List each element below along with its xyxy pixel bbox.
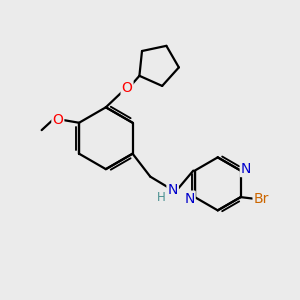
Text: O: O [122, 81, 133, 95]
Text: Br: Br [254, 193, 269, 206]
Text: O: O [52, 113, 63, 127]
Text: N: N [184, 192, 195, 206]
Text: H: H [157, 191, 166, 204]
Text: N: N [241, 162, 251, 176]
Text: N: N [167, 183, 178, 196]
